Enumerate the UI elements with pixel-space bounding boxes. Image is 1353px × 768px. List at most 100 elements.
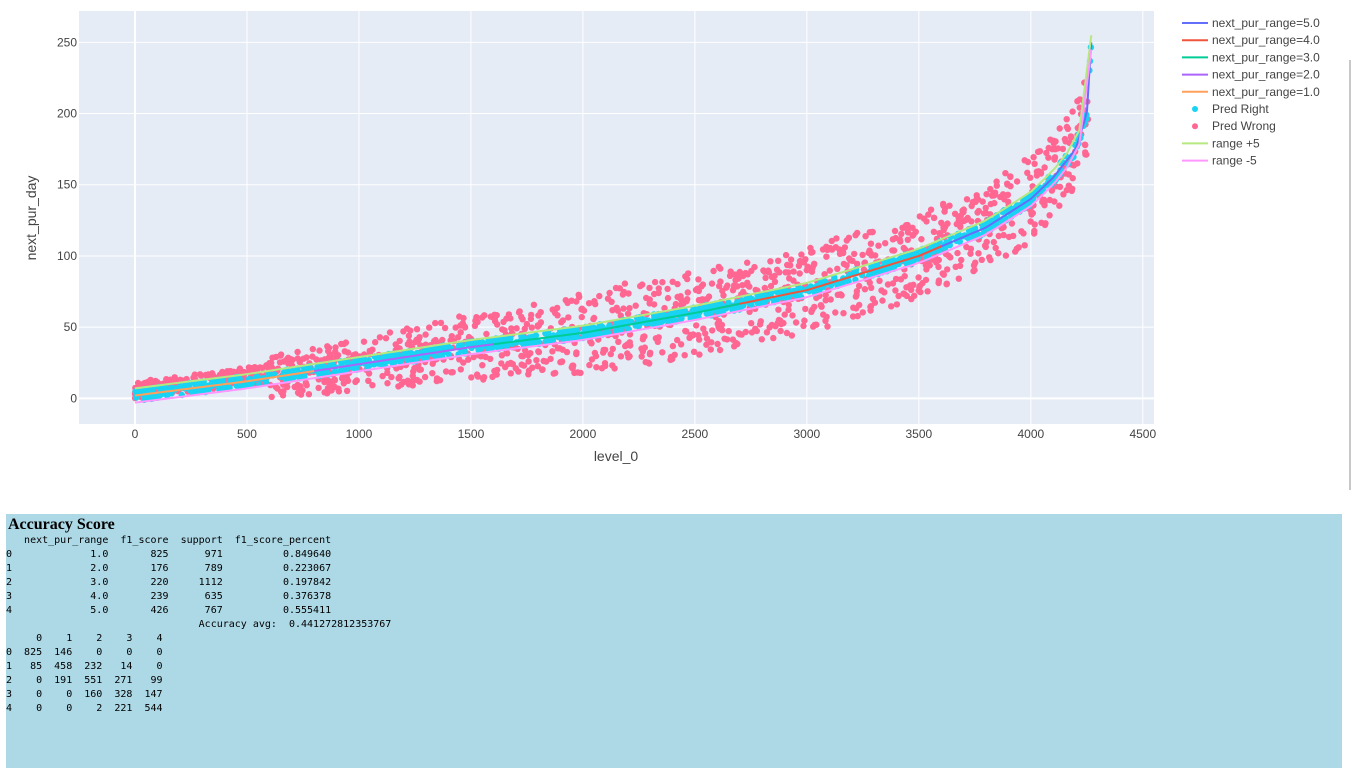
pred-wrong-point — [1024, 158, 1032, 166]
pred-wrong-point — [714, 340, 721, 348]
pred-wrong-point — [503, 315, 510, 322]
y-tick-label: 50 — [64, 320, 78, 334]
legend-item[interactable]: next_pur_range=3.0 — [1182, 50, 1320, 64]
pred-wrong-point — [396, 373, 403, 381]
pred-wrong-point — [898, 230, 905, 238]
series-line — [717, 245, 942, 310]
pred-wrong-point — [682, 327, 689, 335]
pred-wrong-point — [947, 254, 954, 261]
pred-wrong-point — [979, 198, 986, 205]
legend-item[interactable]: next_pur_range=2.0 — [1182, 68, 1320, 82]
pred-wrong-point — [283, 356, 291, 363]
pred-wrong-point — [1082, 141, 1089, 149]
pred-wrong-point — [591, 349, 599, 357]
scrollbar[interactable] — [1349, 60, 1351, 490]
pred-wrong-point — [1007, 173, 1014, 180]
pred-right-point — [754, 299, 762, 307]
pred-wrong-point — [588, 340, 595, 347]
pred-wrong-point — [855, 282, 863, 290]
pred-wrong-point — [735, 275, 742, 282]
pred-wrong-point — [416, 378, 423, 385]
pred-right-point — [475, 346, 482, 354]
pred-wrong-point — [409, 372, 416, 380]
pred-right-point — [542, 338, 549, 345]
pred-wrong-point — [786, 275, 793, 282]
pred-wrong-point — [963, 196, 971, 203]
pred-wrong-point — [762, 274, 769, 282]
pred-wrong-point — [672, 300, 680, 308]
pred-wrong-point — [846, 255, 853, 262]
pred-wrong-point — [340, 380, 347, 387]
pred-wrong-point — [655, 334, 662, 341]
pred-wrong-point — [889, 236, 897, 243]
pred-wrong-point — [617, 353, 625, 360]
pred-wrong-point — [460, 359, 467, 366]
pred-right-point — [145, 394, 152, 401]
pred-wrong-point — [788, 332, 796, 339]
pred-wrong-point — [773, 266, 781, 273]
pred-wrong-point — [1082, 149, 1089, 156]
pred-wrong-point — [598, 365, 606, 372]
pred-wrong-point — [695, 276, 702, 283]
pred-wrong-point — [744, 259, 751, 266]
pred-wrong-point — [406, 338, 413, 345]
pred-wrong-point — [1056, 125, 1063, 132]
pred-wrong-point — [804, 263, 811, 270]
legend-item[interactable]: next_pur_range=4.0 — [1182, 33, 1320, 47]
pred-wrong-point — [834, 265, 841, 272]
pred-wrong-point — [677, 301, 685, 309]
pred-wrong-point — [897, 238, 904, 245]
legend-item[interactable]: Pred Right — [1192, 102, 1269, 116]
pred-wrong-point — [625, 290, 632, 297]
legend-item[interactable]: range -5 — [1182, 154, 1257, 168]
legend-item[interactable]: next_pur_range=5.0 — [1182, 16, 1320, 30]
pred-right-point — [423, 354, 430, 362]
pred-wrong-point — [1036, 148, 1044, 155]
legend-label: next_pur_range=4.0 — [1212, 33, 1320, 47]
pred-wrong-point — [702, 330, 709, 337]
pred-wrong-point — [983, 191, 990, 198]
pred-right-point — [253, 373, 261, 380]
pred-wrong-point — [297, 391, 305, 398]
pred-wrong-point — [651, 290, 658, 298]
pred-wrong-point — [646, 351, 654, 358]
pred-wrong-point — [564, 299, 571, 307]
pred-wrong-point — [382, 335, 390, 342]
pred-wrong-point — [655, 285, 662, 292]
series-lines — [134, 35, 1093, 404]
pred-wrong-point — [802, 305, 809, 313]
pred-wrong-point — [341, 348, 348, 355]
pred-wrong-point — [822, 291, 829, 299]
pred-wrong-point — [309, 345, 316, 353]
legend-item[interactable]: Pred Wrong — [1192, 119, 1276, 133]
pred-wrong-point — [1069, 185, 1076, 192]
legend-label: next_pur_range=1.0 — [1212, 85, 1320, 99]
pred-right-point — [388, 359, 396, 366]
pred-wrong-point — [622, 342, 629, 350]
pred-wrong-point — [216, 371, 224, 378]
pred-wrong-point — [236, 365, 244, 372]
pred-wrong-point — [571, 369, 578, 377]
pred-wrong-point — [876, 277, 883, 284]
pred-wrong-point — [987, 200, 994, 208]
legend-item[interactable]: range +5 — [1182, 136, 1260, 150]
pred-wrong-point — [413, 336, 420, 343]
pred-wrong-point — [624, 310, 632, 317]
pred-wrong-point — [493, 371, 500, 378]
pred-wrong-point — [841, 244, 849, 251]
legend-label: range -5 — [1212, 154, 1257, 168]
pred-wrong-point — [565, 314, 572, 321]
pred-wrong-point — [1021, 242, 1028, 249]
pred-right-point — [422, 346, 430, 354]
pred-wrong-point — [422, 331, 429, 338]
pred-wrong-point — [904, 236, 911, 243]
pred-wrong-point — [674, 280, 681, 288]
pred-wrong-point — [695, 296, 703, 304]
pred-wrong-point — [596, 292, 603, 300]
pred-wrong-point — [578, 305, 586, 312]
pred-right-point — [520, 334, 527, 341]
pred-wrong-point — [521, 325, 528, 332]
pred-wrong-point — [904, 221, 911, 229]
pred-wrong-point — [1041, 164, 1048, 171]
legend-item[interactable]: next_pur_range=1.0 — [1182, 85, 1320, 99]
